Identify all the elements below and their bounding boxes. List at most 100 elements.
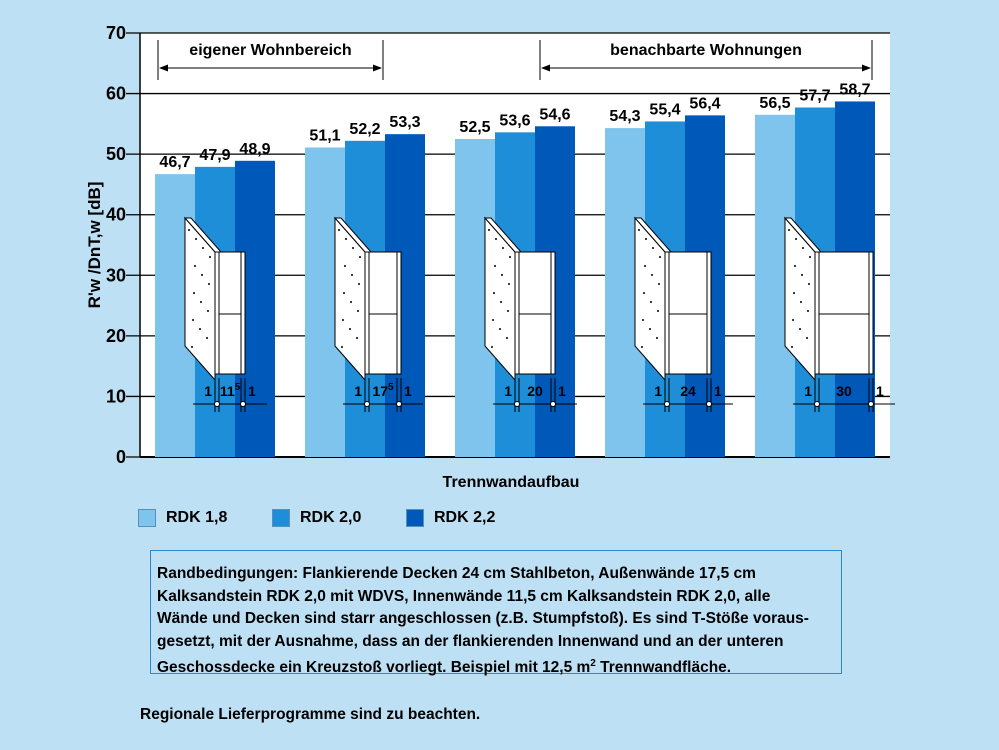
data-label: 52,5 [459, 119, 490, 136]
dimension-marker [706, 401, 712, 407]
wall-texture-dot [656, 337, 658, 339]
wall-layer-label: 1 [404, 383, 412, 399]
wall-texture-dot [802, 247, 804, 249]
wall-texture-dot [643, 292, 645, 294]
data-label: 46,7 [159, 154, 190, 171]
wall-texture-dot [356, 337, 358, 339]
legend-label: RDK 2,2 [434, 509, 496, 526]
legend-item: RDK 2,2 [406, 509, 540, 527]
wall-texture-dot [492, 319, 494, 321]
wall-texture-dot [199, 328, 201, 330]
wall-texture-dot [809, 256, 811, 258]
wall-texture-dot [345, 238, 347, 240]
wall-texture-dot [649, 328, 651, 330]
dimension-marker [664, 401, 670, 407]
wall-texture-dot [659, 256, 661, 258]
dimension-marker [814, 401, 820, 407]
wall-texture-dot [200, 301, 202, 303]
wall-texture-dot [351, 274, 353, 276]
legend-label: RDK 1,8 [166, 509, 228, 526]
note-line: Kalksandstein RDK 2,0 mit WDVS, Innenwän… [157, 587, 771, 605]
dimension-marker [240, 401, 246, 407]
wall-texture-dot [788, 229, 790, 231]
wall-texture-dot [344, 265, 346, 267]
note-text: Trennwandfläche. [595, 659, 732, 677]
wall-texture-dot [349, 328, 351, 330]
wall-texture-dot [493, 292, 495, 294]
wall-layer-label: 1 [504, 383, 512, 399]
y-axis-label: R'w /DnT,w [dB] [85, 182, 104, 309]
data-label: 47,9 [199, 147, 230, 164]
wall-texture-dot [341, 346, 343, 348]
wall-texture-dot [208, 283, 210, 285]
wall-texture-dot [352, 247, 354, 249]
wall-texture-dot [644, 265, 646, 267]
wall-texture-dot [651, 274, 653, 276]
wall-texture-dot [806, 337, 808, 339]
dimension-marker [396, 401, 402, 407]
wall-texture-dot [193, 292, 195, 294]
wall-texture-dot [495, 238, 497, 240]
arrow-head-icon [159, 64, 168, 72]
bar-chart: 0 10 20 30 40 50 60 70 R'w /DnT,w [dB] Trennwanda… [85, 23, 895, 491]
wall-texture-dot [808, 283, 810, 285]
data-label: 51,1 [309, 127, 340, 144]
wall-texture-dot [188, 229, 190, 231]
wall-front-face [814, 251, 874, 375]
wall-texture-dot [358, 283, 360, 285]
wall-thickness-label: 30 [836, 383, 852, 399]
data-label: 56,5 [759, 95, 790, 112]
legend-swatch [406, 509, 424, 527]
wall-texture-dot [642, 319, 644, 321]
wall-thickness-label: 20 [527, 383, 543, 399]
wall-layer-label: 1 [248, 383, 256, 399]
wall-texture-dot [509, 256, 511, 258]
wall-texture-dot [800, 301, 802, 303]
x-axis-label: Trennwandaufbau [443, 474, 580, 491]
wall-texture-dot [507, 310, 509, 312]
annotation-label: benachbarte Wohnungen [610, 42, 802, 59]
wall-layer-label: 1 [558, 383, 566, 399]
legend-item: RDK 2,0 [272, 509, 406, 527]
data-label: 52,2 [349, 121, 380, 138]
legend-swatch [272, 509, 290, 527]
note-line: gesetzt, mit der Ausnahme, dass an der f… [157, 632, 784, 650]
wall-texture-dot [359, 256, 361, 258]
wall-texture-dot [488, 229, 490, 231]
conditions-note: Randbedingungen: Flankierende Decken 24 … [150, 550, 842, 677]
data-label: 53,3 [389, 114, 420, 131]
wall-texture-dot [491, 346, 493, 348]
wall-texture-dot [807, 310, 809, 312]
y-tick-label: 50 [106, 144, 126, 164]
y-tick-label: 60 [106, 84, 126, 104]
wall-texture-dot [499, 328, 501, 330]
annotation-label: eigener Wohnbereich [189, 42, 351, 59]
wall-thickness-label: 24 [680, 383, 696, 399]
dimension-marker [364, 401, 370, 407]
data-label: 55,4 [649, 101, 680, 118]
wall-texture-dot [645, 238, 647, 240]
wall-texture-dot [638, 229, 640, 231]
wall-layer-label: 1 [654, 383, 662, 399]
wall-texture-dot [794, 265, 796, 267]
wall-texture-dot [192, 319, 194, 321]
footer-note: Regionale Lieferprogramme sind zu beacht… [140, 706, 481, 723]
wall-texture-dot [799, 328, 801, 330]
wall-texture-dot [206, 337, 208, 339]
wall-texture-dot [201, 274, 203, 276]
wall-texture-dot [658, 283, 660, 285]
wall-layer-label: 1 [876, 383, 884, 399]
legend: RDK 1,8 RDK 2,0 RDK 2,2 [138, 509, 540, 527]
wall-front-face [214, 251, 246, 375]
y-tick-label: 0 [116, 447, 126, 467]
arrow-head-icon [373, 64, 382, 72]
wall-texture-dot [338, 229, 340, 231]
wall-layer-label: 1 [714, 383, 722, 399]
wall-texture-dot [343, 292, 345, 294]
wall-texture-dot [342, 319, 344, 321]
wall-texture-dot [202, 247, 204, 249]
y-tick-label: 20 [106, 326, 126, 346]
arrow-head-icon [862, 64, 871, 72]
wall-texture-dot [357, 310, 359, 312]
wall-texture-dot [209, 256, 211, 258]
